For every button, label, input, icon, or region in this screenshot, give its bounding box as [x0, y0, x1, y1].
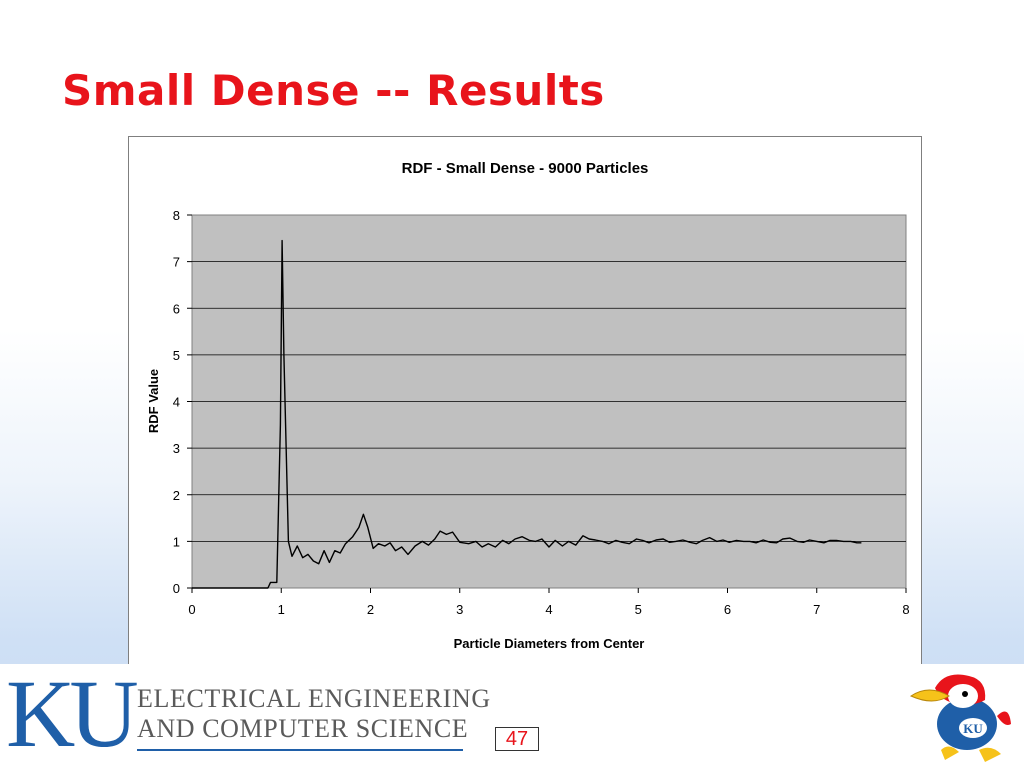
x-tick-label: 3 [456, 602, 463, 617]
ku-logo: KU [6, 660, 139, 767]
series-line-rdf [192, 239, 862, 589]
grid-lines [192, 261, 906, 542]
mascot-badge-text: KU [963, 721, 983, 736]
y-tick-label: 5 [173, 348, 180, 363]
department-underline [137, 749, 463, 751]
rdf-chart: RDF - Small Dense - 9000 Particles 0 1 2 3 4… [146, 160, 910, 651]
x-tick-label: 8 [902, 602, 909, 617]
y-tick-label: 3 [173, 441, 180, 456]
y-tick-label: 6 [173, 301, 180, 316]
x-axis-tick-labels: 0 1 2 3 4 5 6 7 8 [188, 588, 910, 617]
slide-title: Small Dense -- Results [62, 66, 605, 115]
chart-title: RDF - Small Dense - 9000 Particles [402, 160, 649, 177]
x-tick-label: 6 [724, 602, 731, 617]
department-name-line-2: AND COMPUTER SCIENCE [137, 714, 469, 743]
chart-frame: RDF - Small Dense - 9000 Particles 0 1 2 3 4… [128, 136, 922, 666]
x-tick-label: 7 [813, 602, 820, 617]
y-tick-label: 7 [173, 255, 180, 270]
y-tick-label: 0 [173, 581, 180, 596]
department-name-line-1: ELECTRICAL ENGINEERING [137, 684, 491, 713]
y-tick-label: 2 [173, 488, 180, 503]
jayhawk-mascot-icon: KU [909, 674, 1011, 762]
x-axis-label: Particle Diameters from Center [454, 636, 645, 651]
x-tick-label: 4 [545, 602, 552, 617]
y-tick-label: 8 [173, 208, 180, 223]
y-tick-label: 4 [173, 395, 180, 410]
y-axis-tick-labels: 0 1 2 3 4 5 6 7 8 [173, 208, 192, 596]
x-tick-label: 0 [188, 602, 195, 617]
y-tick-label: 1 [173, 534, 180, 549]
x-tick-label: 2 [367, 602, 374, 617]
page-number: 47 [495, 727, 539, 751]
x-tick-label: 5 [635, 602, 642, 617]
y-axis-label: RDF Value [146, 369, 161, 433]
x-tick-label: 1 [278, 602, 285, 617]
